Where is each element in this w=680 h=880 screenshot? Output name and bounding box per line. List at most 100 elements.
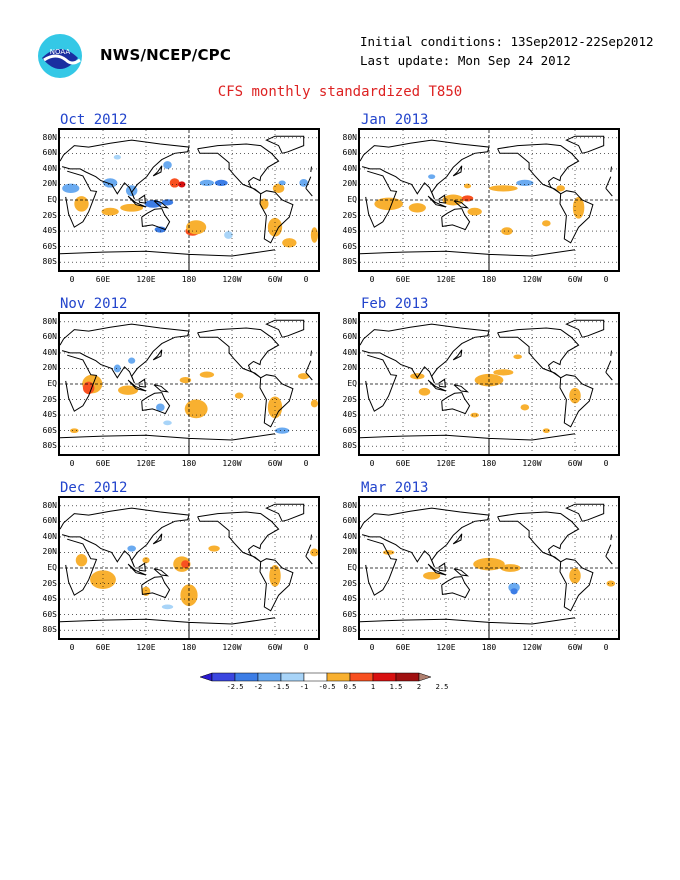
lat-tick-label: 80N xyxy=(342,132,357,142)
coastline xyxy=(259,190,294,244)
anomaly-region xyxy=(520,404,530,411)
anomaly-region xyxy=(199,371,215,378)
panel-label-nov: Nov 2012 xyxy=(60,296,128,312)
lat-tick-label: 40N xyxy=(342,531,357,541)
lat-tick-label: 60S xyxy=(342,609,357,619)
lon-tick-label: 60W xyxy=(567,275,583,284)
lat-tick-label: EQ xyxy=(47,563,57,572)
anomaly-region xyxy=(161,604,174,610)
coastline xyxy=(265,319,305,338)
anomaly-region xyxy=(467,207,482,216)
anomaly-region xyxy=(178,181,186,188)
coastline xyxy=(427,379,447,392)
colorbar-segment xyxy=(257,672,282,682)
map-panel-mar xyxy=(358,496,620,640)
anomaly-region xyxy=(62,183,80,193)
lat-tick-label: 80N xyxy=(42,132,57,142)
coastline xyxy=(265,503,305,522)
lat-tick-label: 60S xyxy=(42,241,57,251)
anomaly-region xyxy=(516,179,534,186)
anomaly-region xyxy=(163,420,172,426)
lat-tick-label: 80N xyxy=(342,500,357,510)
anomaly-map xyxy=(60,130,318,270)
anomaly-region xyxy=(489,185,518,192)
anomaly-region xyxy=(234,392,244,399)
anomaly-region xyxy=(118,385,139,395)
anomaly-region xyxy=(461,195,474,202)
colorbar-label: -2.5 xyxy=(226,683,244,691)
anomaly-region xyxy=(572,196,585,219)
coastline xyxy=(497,143,580,195)
anomaly-region xyxy=(310,399,318,408)
colorbar-label: 1 xyxy=(370,683,376,691)
lat-tick-label: 40N xyxy=(342,163,357,173)
lat-tick-label: 20S xyxy=(342,578,357,588)
coastline xyxy=(565,135,605,154)
coastline xyxy=(138,562,146,572)
coastline xyxy=(497,327,580,379)
lat-tick-label: 20N xyxy=(342,179,357,189)
lat-tick-label: 40N xyxy=(342,347,357,357)
colorbar-segment xyxy=(200,672,213,682)
anomaly-region xyxy=(259,198,269,210)
lon-tick-label: 120E xyxy=(136,275,156,284)
lat-tick-label: EQ xyxy=(47,379,57,388)
anomaly-region xyxy=(310,548,318,557)
colorbar-segment xyxy=(349,672,374,682)
coastline xyxy=(153,568,170,577)
coastline xyxy=(60,323,312,384)
anomaly-region xyxy=(442,194,464,206)
coastline xyxy=(60,433,276,454)
colorbar-label: 2.5 xyxy=(435,683,449,691)
lat-tick-label: 80S xyxy=(42,441,57,451)
anomaly-map xyxy=(360,314,618,454)
colorbar-segment xyxy=(234,672,259,682)
anomaly-region xyxy=(297,373,310,380)
anomaly-region xyxy=(113,364,121,373)
lon-tick-label: 180 xyxy=(481,643,497,652)
anomaly-region xyxy=(282,238,297,248)
coastline xyxy=(197,143,280,195)
lat-tick-label: 60S xyxy=(342,241,357,251)
lat-tick-label: 80N xyxy=(42,500,57,510)
anomaly-region xyxy=(184,399,208,419)
lat-tick-label: 40S xyxy=(42,410,57,420)
lon-tick-label: 180 xyxy=(181,275,197,284)
anomaly-region xyxy=(199,179,215,186)
lon-tick-label: 120W xyxy=(522,459,542,468)
lat-tick-label: 20N xyxy=(42,363,57,373)
coastline xyxy=(152,165,163,177)
anomaly-region xyxy=(374,197,403,211)
lat-tick-label: 80S xyxy=(42,625,57,635)
panel-label-dec: Dec 2012 xyxy=(60,480,128,496)
anomaly-region xyxy=(186,220,207,235)
coastline xyxy=(152,533,163,545)
lon-tick-label: 60W xyxy=(567,459,583,468)
anomaly-region xyxy=(556,185,565,192)
panel-label-mar: Mar 2013 xyxy=(361,480,429,496)
coastline xyxy=(360,249,576,270)
lon-tick-label: 60E xyxy=(395,643,411,652)
lon-tick-label: 0 xyxy=(69,643,75,652)
coastline xyxy=(365,538,613,596)
lat-tick-label: 40S xyxy=(42,594,57,604)
lon-tick-label: 120E xyxy=(136,459,156,468)
lon-tick-label: 60E xyxy=(95,643,111,652)
anomaly-region xyxy=(278,180,286,186)
lon-tick-label: 120W xyxy=(222,643,242,652)
lon-tick-label: 60E xyxy=(395,275,411,284)
colorbar-label: -1 xyxy=(299,683,309,691)
anomaly-region xyxy=(224,231,233,239)
anomaly-region xyxy=(144,200,162,208)
anomaly-region xyxy=(418,387,431,396)
lat-tick-label: 20S xyxy=(42,578,57,588)
lat-tick-label: 20N xyxy=(42,547,57,557)
lon-tick-label: 120W xyxy=(522,643,542,652)
lat-tick-label: 60S xyxy=(42,609,57,619)
coastline xyxy=(60,139,312,200)
coastline xyxy=(438,378,446,388)
lat-tick-label: 60N xyxy=(42,148,57,158)
colorbar-segment xyxy=(326,672,351,682)
lon-tick-label: 0 xyxy=(603,459,609,468)
coastline xyxy=(141,392,171,415)
